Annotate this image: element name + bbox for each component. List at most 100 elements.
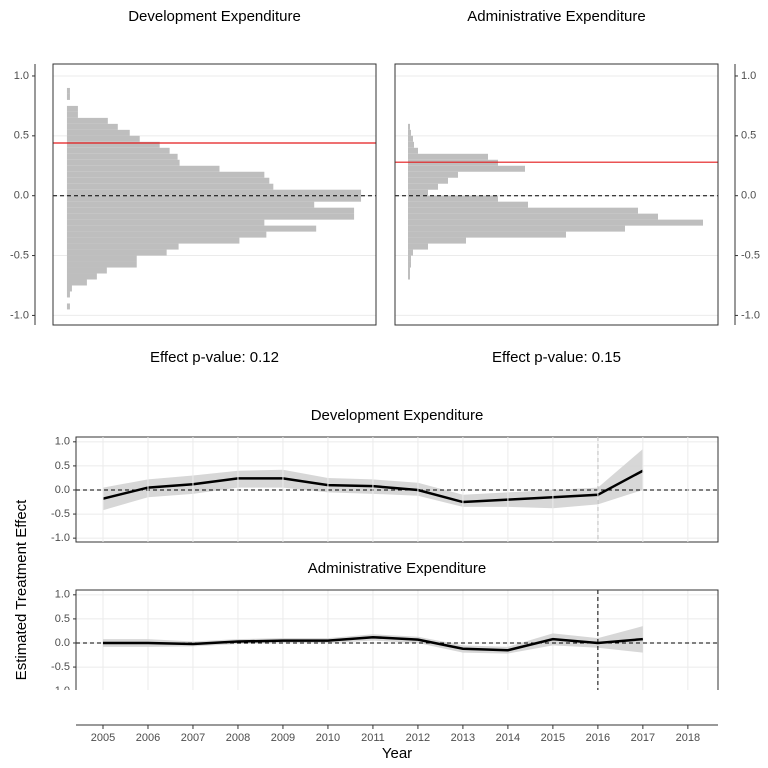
x-tick-label: 2012 — [406, 732, 430, 744]
histogram-bar — [408, 135, 413, 142]
plot: -1.0 -0.5 0.0 0.5 1.0 — [10, 63, 377, 326]
y-tick-label: 0.0 — [14, 190, 29, 202]
plot: -1.0 -0.5 0.0 0.5 1.0 — [51, 436, 719, 544]
histogram-bar — [66, 105, 78, 112]
histogram-bar — [66, 225, 317, 232]
p-value-caption: Effect p-value: 0.12 — [150, 349, 279, 366]
x-tick-label: 2010 — [316, 732, 340, 744]
histogram-bar — [66, 129, 130, 136]
histogram-bar — [408, 141, 414, 148]
x-tick-label: 2006 — [136, 732, 160, 744]
histogram-bar — [66, 201, 315, 208]
x-axis-title: Year — [382, 745, 412, 762]
histogram-bar — [408, 213, 658, 220]
histogram-bar — [66, 159, 180, 166]
histogram-bar — [408, 243, 428, 250]
panel-border — [52, 63, 377, 326]
y-tick-label: 1.0 — [55, 436, 70, 448]
x-tick-label: 2016 — [586, 732, 610, 744]
x-tick-label: 2014 — [496, 732, 520, 744]
histogram-bar — [66, 273, 97, 280]
histogram-bar — [408, 267, 410, 274]
histogram-bar — [66, 147, 170, 154]
x-tick-label: 2015 — [541, 732, 565, 744]
histogram-bar — [66, 303, 70, 310]
panel-border — [75, 436, 719, 543]
histogram-bar — [408, 231, 566, 238]
histogram-bar — [66, 285, 72, 292]
histogram-bar — [66, 213, 355, 220]
histogram-bar — [408, 201, 528, 208]
histogram-bar — [66, 123, 118, 130]
histogram-bar — [408, 219, 703, 226]
histogram-bar — [66, 255, 137, 262]
y-tick-label: 1.0 — [741, 70, 756, 82]
panel-border — [75, 589, 719, 690]
x-tick-label: 2017 — [631, 732, 655, 744]
histogram-bar — [66, 279, 87, 286]
x-tick-label: 2008 — [226, 732, 250, 744]
panel-background — [395, 64, 718, 325]
y-tick-label: -0.5 — [51, 661, 70, 673]
histogram-bar — [66, 231, 267, 238]
histogram-bar — [408, 177, 448, 184]
y-tick-label: -0.5 — [10, 249, 29, 261]
y-tick-label: 0.5 — [14, 130, 29, 142]
y-axis-title: Estimated Treatment Effect — [13, 499, 30, 680]
histogram-bar — [408, 255, 411, 262]
panel-border — [394, 63, 719, 326]
panel-title: Development Expenditure — [128, 8, 301, 25]
x-tick-label: 2007 — [181, 732, 205, 744]
histogram-bar — [66, 291, 70, 298]
y-tick-label: 0.5 — [741, 130, 756, 142]
estimate-line — [102, 635, 643, 652]
histogram-bar — [408, 147, 418, 154]
y-tick-label: -1.0 — [741, 309, 760, 321]
histogram-bar — [66, 153, 178, 160]
plot: -1.0 -0.5 0.0 0.5 1.0 — [51, 589, 719, 697]
histogram-bar — [408, 123, 410, 130]
histogram-bar — [408, 207, 638, 214]
panel: Administrative Expenditure -1.0 -0.5 0.0 0.5… — [394, 8, 760, 366]
panel: Development Expenditure -1.0 -0.5 0.0 0.5 1.0 — [51, 407, 719, 544]
histogram-bar — [408, 237, 466, 244]
histogram-bar — [66, 243, 179, 250]
histogram-bar — [66, 183, 274, 190]
histogram-bar — [66, 177, 270, 184]
histogram-bar — [66, 189, 362, 196]
y-tick-label: 0.5 — [55, 613, 70, 625]
histogram-bar — [66, 195, 362, 202]
histogram-bar — [408, 183, 438, 190]
histogram-bar — [66, 249, 167, 256]
y-tick-label: -0.5 — [51, 508, 70, 520]
y-tick-label: -1.0 — [10, 309, 29, 321]
y-tick-label: -1.0 — [51, 532, 70, 544]
x-tick-label: 2005 — [91, 732, 115, 744]
x-tick-label: 2018 — [676, 732, 700, 744]
x-tick-label: 2009 — [271, 732, 295, 744]
histogram-bar — [66, 111, 78, 118]
histogram-bar — [408, 261, 411, 268]
panel-title: Administrative Expenditure — [308, 560, 486, 577]
x-tick-label: 2011 — [361, 732, 385, 744]
histogram-bar — [408, 195, 498, 202]
histogram-bar — [66, 165, 220, 172]
y-tick-label: 0.5 — [55, 460, 70, 472]
panel: Development Expenditure -1.0 -0.5 0.0 0.5 1.0… — [10, 8, 377, 366]
histogram-bar — [66, 207, 355, 214]
histogram-bar — [66, 117, 108, 124]
y-tick-label: 0.0 — [55, 637, 70, 649]
y-tick-label: 1.0 — [55, 589, 70, 601]
y-tick-label: -1.0 — [51, 685, 70, 697]
x-tick-label: 2013 — [451, 732, 475, 744]
confidence-band — [102, 626, 643, 654]
histogram-bar — [408, 153, 488, 160]
y-tick-label: -0.5 — [741, 249, 760, 261]
panel-title: Development Expenditure — [311, 407, 484, 424]
histogram-bar — [408, 171, 458, 178]
panel: Administrative Expenditure -1.0 -0.5 0.0 0.5… — [51, 560, 719, 697]
panel-title: Administrative Expenditure — [467, 8, 645, 25]
histogram-bar — [66, 135, 140, 142]
histogram-bar — [66, 93, 70, 100]
